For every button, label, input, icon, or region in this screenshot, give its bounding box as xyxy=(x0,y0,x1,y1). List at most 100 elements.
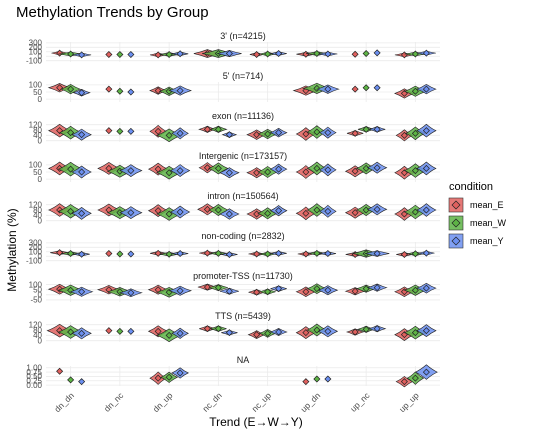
mean-point-mean_E xyxy=(302,209,310,217)
mean-point-mean_E xyxy=(105,250,113,258)
mean-point-mean_E xyxy=(400,250,408,258)
mean-point-mean_Y xyxy=(78,131,86,139)
mean-point-mean_Y xyxy=(176,250,184,258)
mean-point-mean_Y xyxy=(324,207,332,215)
y-tick-label: 50 xyxy=(33,285,42,294)
mean-point-mean_E xyxy=(302,168,310,176)
mean-point-mean_W xyxy=(116,288,124,296)
mean-point-mean_Y xyxy=(78,288,86,296)
mean-point-mean_Y xyxy=(324,375,332,383)
y-tick-label: 50 xyxy=(33,168,42,177)
mean-point-mean_W xyxy=(411,286,419,294)
mean-point-mean_Y xyxy=(324,286,332,294)
mean-point-mean_E xyxy=(351,167,359,175)
mean-point-mean_E xyxy=(351,50,359,58)
mean-point-mean_Y xyxy=(225,250,233,258)
mean-point-mean_Y xyxy=(324,166,332,174)
mean-point-mean_E xyxy=(154,249,162,257)
mean-point-mean_E xyxy=(302,130,310,138)
mean-point-mean_Y xyxy=(127,250,135,258)
mean-point-mean_W xyxy=(116,250,124,258)
mean-point-mean_W xyxy=(214,325,222,333)
mean-point-mean_E xyxy=(154,374,162,382)
mean-point-mean_Y xyxy=(127,327,135,335)
y-tick-label: 0 xyxy=(38,336,43,345)
mean-point-mean_Y xyxy=(176,287,184,295)
mean-point-mean_E xyxy=(105,327,113,335)
mean-point-mean_W xyxy=(264,329,272,337)
mean-point-mean_Y xyxy=(176,329,184,337)
mean-point-mean_E xyxy=(203,125,211,133)
mean-point-mean_W xyxy=(411,374,419,382)
mean-point-mean_W xyxy=(214,284,222,292)
facet-title: promoter-TSS (n=11730) xyxy=(193,271,293,281)
mean-point-mean_W xyxy=(67,129,75,137)
mean-point-mean_Y xyxy=(275,165,283,173)
mean-point-mean_E xyxy=(400,131,408,139)
y-tick-label: 0 xyxy=(38,136,43,145)
mean-point-mean_Y xyxy=(127,167,135,175)
y-tick-label: 1.00 xyxy=(26,364,42,373)
y-tick-label: 0.25 xyxy=(26,377,42,386)
mean-point-mean_Y xyxy=(127,127,135,135)
mean-point-mean_E xyxy=(154,87,162,95)
mean-point-mean_E xyxy=(56,327,64,335)
x-tick-label: nc_dn xyxy=(200,390,224,414)
facet-title: exon (n=11136) xyxy=(212,111,274,121)
mean-point-mean_Y xyxy=(225,169,233,177)
mean-point-mean_Y xyxy=(78,378,86,386)
mean-point-mean_W xyxy=(264,50,272,58)
mean-point-mean_W xyxy=(165,210,173,218)
chart-title: Methylation Trends by Group xyxy=(16,4,209,21)
mean-point-mean_Y xyxy=(422,85,430,93)
mean-point-mean_Y xyxy=(324,50,332,58)
mean-point-mean_W xyxy=(411,208,419,216)
x-tick-label: dn_up xyxy=(151,390,175,414)
mean-point-mean_E xyxy=(302,329,310,337)
x-tick-label: dn_nc xyxy=(102,390,126,414)
mean-point-mean_Y xyxy=(422,368,430,376)
mean-point-mean_Y xyxy=(422,49,430,57)
y-tick-label: 0 xyxy=(38,291,43,300)
mean-point-mean_E xyxy=(56,127,64,135)
mean-point-mean_Y xyxy=(176,50,184,58)
y-tick-label: 120 xyxy=(29,200,43,209)
mean-point-mean_E xyxy=(253,50,261,58)
mean-point-mean_W xyxy=(165,331,173,339)
mean-point-mean_W xyxy=(116,327,124,335)
mean-point-mean_E xyxy=(253,288,261,296)
y-tick-label: 0 xyxy=(38,216,43,225)
mean-point-mean_E xyxy=(302,288,310,296)
mean-point-mean_Y xyxy=(373,125,381,133)
mean-point-mean_W xyxy=(313,84,321,92)
mean-point-mean_Y xyxy=(127,50,135,58)
mean-point-mean_W xyxy=(411,129,419,137)
y-tick-label: 50 xyxy=(33,88,42,97)
legend-diamond-icon xyxy=(451,218,461,228)
facet-panel: NA 1.000.750.500.250.00 xyxy=(26,355,440,390)
y-tick-label: 100 xyxy=(29,280,43,289)
mean-point-mean_Y xyxy=(176,87,184,95)
mean-point-mean_W xyxy=(362,50,370,58)
y-tick-label: 120 xyxy=(29,120,43,129)
mean-point-mean_W xyxy=(67,376,75,384)
y-tick-label: 40 xyxy=(33,131,42,140)
y-tick-label: 100 xyxy=(29,161,43,170)
mean-point-mean_W xyxy=(214,206,222,214)
y-tick-label: 0.75 xyxy=(26,368,42,377)
mean-point-mean_W xyxy=(362,84,370,92)
mean-point-mean_W xyxy=(411,250,419,258)
mean-point-mean_Y xyxy=(127,209,135,217)
panel-background xyxy=(46,202,440,222)
mean-point-mean_W xyxy=(313,249,321,257)
y-tick-label: 40 xyxy=(33,331,42,340)
mean-point-mean_Y xyxy=(373,325,381,333)
legend-label: mean_Y xyxy=(470,236,504,246)
y-tick-label: 300 xyxy=(29,239,43,248)
mean-point-mean_Y xyxy=(78,209,86,217)
facet-title: non-coding (n=2832) xyxy=(201,231,284,241)
